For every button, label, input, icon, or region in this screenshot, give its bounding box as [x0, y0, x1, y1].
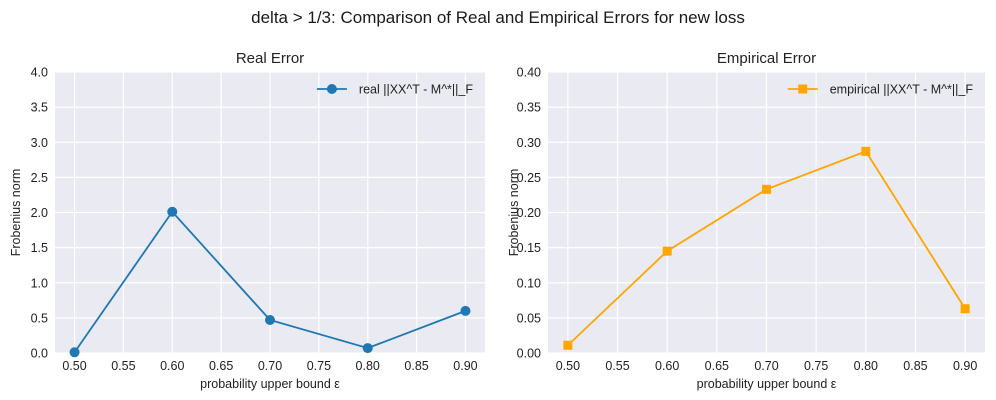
y-tick-label: 0.05 [517, 311, 541, 325]
x-tick-label: 0.85 [404, 359, 428, 373]
x-tick-label: 0.80 [854, 359, 878, 373]
x-tick-label: 0.85 [903, 359, 927, 373]
y-tick-label: 0.30 [517, 136, 541, 150]
x-tick-label: 0.70 [258, 359, 282, 373]
legend-label: real ||XX^T - M^*||_F [359, 83, 473, 97]
x-tick-label: 0.55 [605, 359, 629, 373]
y-tick-label: 0.10 [517, 276, 541, 290]
real-error-chart: 0.0 0.5 1.0 1.5 2.0 2.5 3.0 3.5 4.0 0.50 0.55 0.60 0… [9, 50, 485, 391]
figure-title: delta > 1/3: Comparison of Real and Empi… [251, 8, 745, 27]
x-tick-label: 0.90 [953, 359, 977, 373]
x-tick-label: 0.65 [209, 359, 233, 373]
x-tick-label: 0.60 [655, 359, 679, 373]
y-tick-label: 0.5 [31, 311, 48, 325]
y-tick-label: 2.0 [31, 206, 48, 220]
y-tick-label: 3.5 [31, 101, 48, 115]
x-tick-label: 0.75 [804, 359, 828, 373]
y-tick-label: 0.40 [517, 66, 541, 80]
empirical-data-point [960, 304, 970, 314]
real-data-point [69, 347, 80, 358]
y-tick-label: 1.0 [31, 276, 48, 290]
x-tick-label: 0.70 [754, 359, 778, 373]
x-tick-label: 0.50 [62, 359, 86, 373]
empirical-data-point [662, 246, 672, 256]
y-tick-label: 3.0 [31, 136, 48, 150]
real-data-point [167, 206, 178, 217]
x-axis-label: probability upper bound ε [697, 377, 837, 391]
legend-label: empirical ||XX^T - M^*||_F [830, 83, 974, 97]
y-tick-label: 0.15 [517, 241, 541, 255]
x-tick-label: 0.55 [111, 359, 135, 373]
chart-title: Real Error [236, 50, 304, 67]
real-data-point [265, 314, 275, 325]
y-tick-label: 4.0 [31, 66, 48, 80]
empirical-data-point [762, 184, 771, 194]
x-tick-label: 0.50 [556, 359, 580, 373]
y-tick-label: 0.0 [31, 347, 48, 361]
x-tick-label: 0.90 [453, 359, 477, 373]
y-tick-label: 1.5 [31, 241, 48, 255]
y-tick-label: 0.00 [517, 347, 541, 361]
y-tick-label: 2.5 [31, 171, 48, 185]
empirical-data-point [861, 146, 871, 156]
x-axis-label: probability upper bound ε [200, 377, 340, 391]
x-tick-label: 0.75 [307, 359, 331, 373]
real-data-point [362, 343, 373, 354]
real-data-point [460, 305, 471, 316]
y-tick-label: 0.20 [517, 206, 541, 220]
x-tick-label: 0.80 [356, 359, 380, 373]
y-tick-label: 0.25 [517, 171, 541, 185]
chart-title: Empirical Error [717, 50, 816, 67]
legend-marker [326, 84, 337, 94]
empirical-error-chart: 0.00 0.05 0.10 0.15 0.20 0.25 0.30 0.35 0.40 0.50… [507, 50, 985, 391]
y-axis-label: Frobenius norm [9, 169, 23, 257]
y-axis-label: Frobenius norm [507, 169, 521, 257]
legend-marker [798, 84, 808, 94]
x-tick-label: 0.60 [160, 359, 184, 373]
y-tick-label: 0.35 [517, 101, 541, 115]
x-tick-label: 0.65 [705, 359, 729, 373]
empirical-data-point [563, 340, 573, 350]
